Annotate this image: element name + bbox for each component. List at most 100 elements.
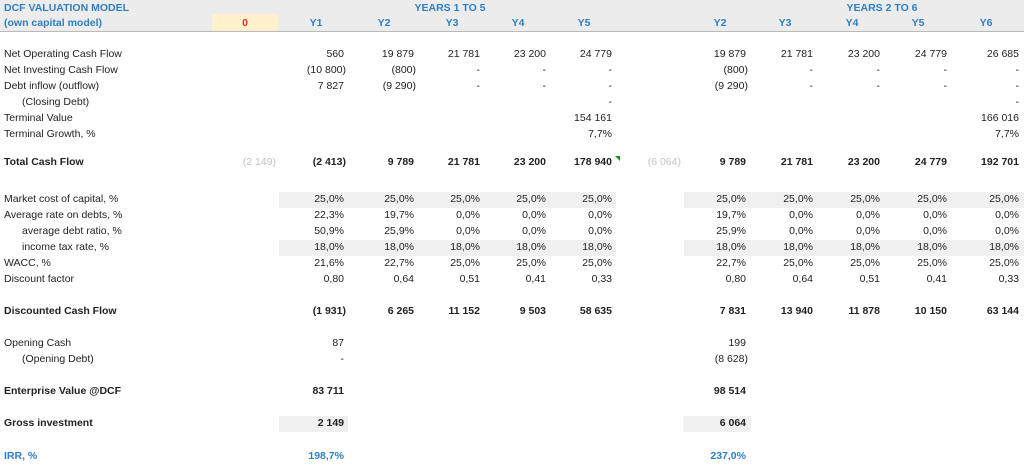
cell[interactable]: - bbox=[809, 64, 814, 76]
cell[interactable]: (1 931) bbox=[312, 305, 346, 317]
cell[interactable]: 192 701 bbox=[981, 156, 1019, 168]
cell[interactable]: - bbox=[943, 80, 948, 92]
cell[interactable]: 25,0% bbox=[783, 193, 813, 205]
cell[interactable]: 9 789 bbox=[387, 156, 414, 168]
cell[interactable]: 23 200 bbox=[847, 156, 880, 168]
period-zero-cell[interactable] bbox=[212, 14, 278, 31]
cell[interactable]: 25,0% bbox=[716, 193, 746, 205]
cell[interactable]: 7,7% bbox=[588, 128, 612, 140]
cell[interactable]: 21 781 bbox=[447, 48, 480, 60]
cell[interactable]: 0,51 bbox=[459, 273, 480, 285]
cell[interactable]: 25,0% bbox=[450, 257, 480, 269]
cell[interactable]: 18,0% bbox=[384, 241, 414, 253]
cell[interactable]: 25,0% bbox=[917, 193, 947, 205]
cell[interactable]: 25,0% bbox=[582, 193, 612, 205]
cell[interactable]: (9 290) bbox=[714, 80, 748, 92]
cell[interactable]: - bbox=[876, 80, 881, 92]
cell[interactable]: - bbox=[476, 80, 481, 92]
cell[interactable]: 19,7% bbox=[716, 209, 746, 221]
cell[interactable]: 0,51 bbox=[859, 273, 880, 285]
cell[interactable]: 0,0% bbox=[588, 225, 612, 237]
cell[interactable]: 0,80 bbox=[725, 273, 746, 285]
cell[interactable]: - bbox=[809, 80, 814, 92]
cell[interactable]: (2 413) bbox=[312, 156, 346, 168]
cell-period-zero[interactable]: (6 064) bbox=[647, 156, 681, 168]
cell[interactable]: 18,0% bbox=[917, 241, 947, 253]
cell[interactable]: 2 149 bbox=[317, 417, 344, 429]
cell[interactable]: 9 503 bbox=[519, 305, 546, 317]
cell[interactable]: (800) bbox=[391, 64, 416, 76]
cell[interactable]: - bbox=[1015, 80, 1020, 92]
cell[interactable]: - bbox=[1015, 96, 1020, 108]
cell[interactable]: 25,0% bbox=[917, 257, 947, 269]
cell[interactable]: 21,6% bbox=[314, 257, 344, 269]
cell[interactable]: 0,0% bbox=[856, 209, 880, 221]
cell[interactable]: 23 200 bbox=[513, 156, 546, 168]
cell[interactable]: 23 200 bbox=[513, 48, 546, 60]
cell[interactable]: 0,0% bbox=[995, 209, 1019, 221]
cell[interactable]: 237,0% bbox=[710, 450, 746, 462]
cell[interactable]: 58 635 bbox=[579, 305, 612, 317]
cell[interactable]: (800) bbox=[723, 64, 748, 76]
cell[interactable]: 0,0% bbox=[522, 225, 546, 237]
cell[interactable]: 25,0% bbox=[582, 257, 612, 269]
cell[interactable]: 18,0% bbox=[716, 241, 746, 253]
cell[interactable]: 0,0% bbox=[789, 225, 813, 237]
cell[interactable]: 9 789 bbox=[719, 156, 746, 168]
cell[interactable]: 18,0% bbox=[989, 241, 1019, 253]
cell[interactable]: 87 bbox=[332, 337, 344, 349]
cell[interactable]: 24 779 bbox=[914, 48, 947, 60]
cell[interactable]: (8 628) bbox=[714, 353, 748, 365]
cell[interactable]: 63 144 bbox=[986, 305, 1019, 317]
cell[interactable]: 19,7% bbox=[384, 209, 414, 221]
cell[interactable]: 22,3% bbox=[314, 209, 344, 221]
cell[interactable]: 0,0% bbox=[588, 209, 612, 221]
cell[interactable]: 0,64 bbox=[393, 273, 414, 285]
cell[interactable]: 11 152 bbox=[448, 305, 480, 317]
cell[interactable]: - bbox=[542, 80, 547, 92]
cell[interactable]: 25,0% bbox=[989, 193, 1019, 205]
cell[interactable]: 7,7% bbox=[995, 128, 1019, 140]
cell[interactable]: 0,0% bbox=[923, 225, 947, 237]
cell[interactable]: - bbox=[542, 64, 547, 76]
cell[interactable]: 25,0% bbox=[850, 257, 880, 269]
cell[interactable]: 0,41 bbox=[926, 273, 947, 285]
cell[interactable]: 560 bbox=[326, 48, 344, 60]
cell[interactable]: 154 161 bbox=[574, 112, 612, 124]
cell[interactable]: 25,0% bbox=[516, 193, 546, 205]
cell[interactable]: 21 781 bbox=[447, 156, 480, 168]
cell[interactable]: 18,0% bbox=[850, 241, 880, 253]
cell[interactable]: 25,0% bbox=[850, 193, 880, 205]
cell[interactable]: (9 290) bbox=[382, 80, 416, 92]
cell[interactable]: 7 831 bbox=[719, 305, 746, 317]
cell[interactable]: - bbox=[476, 64, 481, 76]
cell[interactable]: 98 514 bbox=[713, 385, 746, 397]
cell[interactable]: 0,64 bbox=[792, 273, 813, 285]
cell[interactable]: 26 685 bbox=[986, 48, 1019, 60]
cell[interactable]: 25,0% bbox=[783, 257, 813, 269]
cell[interactable]: 23 200 bbox=[847, 48, 880, 60]
cell[interactable]: 6 265 bbox=[387, 305, 414, 317]
cell[interactable]: 0,33 bbox=[591, 273, 612, 285]
cell-period-zero[interactable]: (2 149) bbox=[242, 156, 276, 168]
cell[interactable]: 25,9% bbox=[716, 225, 746, 237]
cell[interactable]: 25,0% bbox=[314, 193, 344, 205]
cell[interactable]: 0,0% bbox=[923, 209, 947, 221]
cell[interactable]: 25,0% bbox=[516, 257, 546, 269]
comment-indicator-icon[interactable] bbox=[615, 156, 620, 161]
cell[interactable]: 18,0% bbox=[450, 241, 480, 253]
cell[interactable]: 0,0% bbox=[995, 225, 1019, 237]
cell[interactable]: 0,33 bbox=[998, 273, 1019, 285]
cell[interactable]: 0,0% bbox=[456, 225, 480, 237]
cell[interactable]: 19 879 bbox=[381, 48, 414, 60]
cell[interactable]: 22,7% bbox=[384, 257, 414, 269]
cell[interactable]: 19 879 bbox=[713, 48, 746, 60]
cell[interactable]: 25,0% bbox=[989, 257, 1019, 269]
cell[interactable]: 25,9% bbox=[384, 225, 414, 237]
cell[interactable]: 21 781 bbox=[780, 156, 813, 168]
cell[interactable]: 0,0% bbox=[856, 225, 880, 237]
cell[interactable]: 0,0% bbox=[789, 209, 813, 221]
cell[interactable]: - bbox=[943, 64, 948, 76]
cell[interactable]: 0,80 bbox=[323, 273, 344, 285]
cell[interactable]: 24 779 bbox=[579, 48, 612, 60]
